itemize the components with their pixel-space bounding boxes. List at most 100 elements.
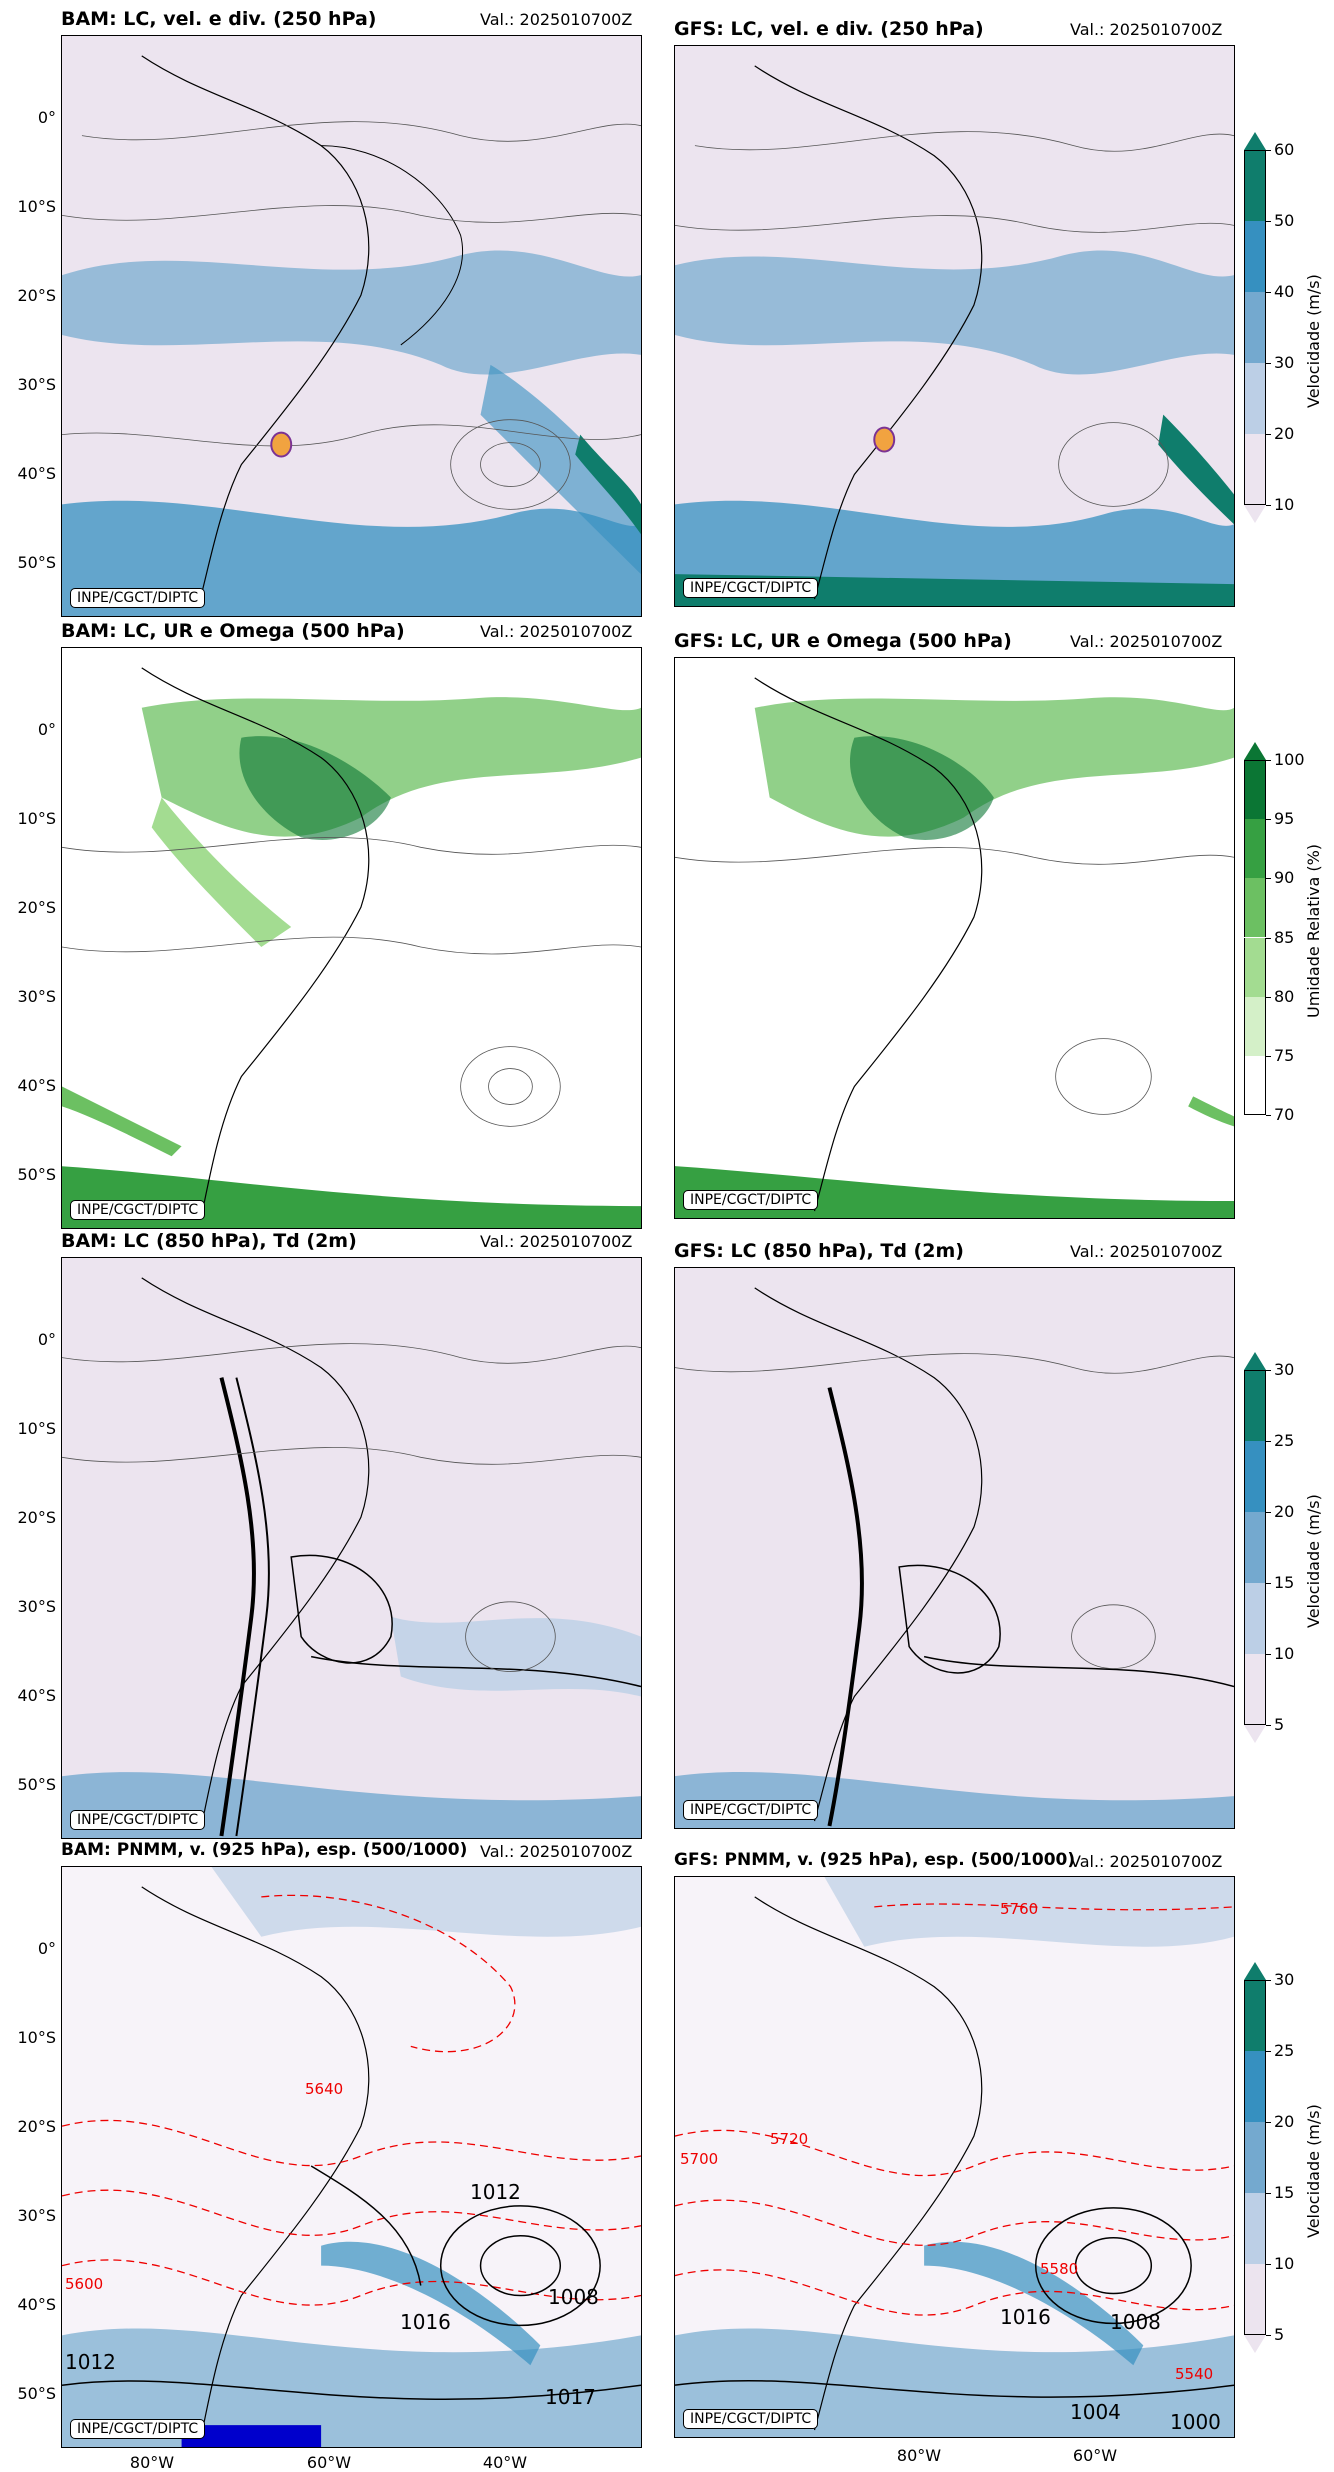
colorbar-tick-mark <box>1266 1725 1271 1726</box>
colorbar-tick-mark <box>1266 505 1271 506</box>
colorbar-segment <box>1244 1370 1266 1441</box>
thickness-label: 5720 <box>770 2130 809 2148</box>
colorbar-extend-max <box>1244 1962 1266 1980</box>
colorbar-tick-mark <box>1266 1370 1271 1371</box>
colorbar-tick-label: 70 <box>1274 1105 1295 1124</box>
colorbar-segment <box>1244 937 1266 997</box>
colorbar-tick-mark <box>1266 819 1271 821</box>
valid-time-gfs-850: Val.: 2025010700Z <box>1070 1242 1223 1261</box>
isobar-label: 1004 <box>1070 2400 1121 2424</box>
colorbar-tick-mark <box>1266 2193 1271 2194</box>
credit-label: INPE/CGCT/DIPTC <box>683 578 819 598</box>
map-bam-500hpa: INPE/CGCT/DIPTC <box>61 647 642 1229</box>
valid-time-bam-850: Val.: 2025010700Z <box>480 1232 633 1251</box>
colorbar-segment <box>1244 1583 1266 1654</box>
colorbar-segment <box>1244 760 1266 820</box>
colorbar-tick-mark <box>1266 937 1271 939</box>
colorbar-tick-label: 25 <box>1274 1431 1295 1450</box>
colorbar-500hpa: 70 75 80 85 90 95 100 Umidade Relativa (%) <box>1244 742 1323 1133</box>
lat-tick-label: 0° <box>37 1330 56 1349</box>
map-svg <box>675 658 1234 1218</box>
colorbar-tick-mark <box>1266 1583 1271 1584</box>
colorbar-extend-min <box>1244 505 1266 523</box>
colorbar-250hpa: 10 20 30 40 50 60 Velocidade (m/s) <box>1244 132 1323 523</box>
colorbar-label: Velocidade (m/s) <box>1304 273 1323 408</box>
colorbar-extend-max <box>1244 132 1266 150</box>
map-gfs-850hpa: INPE/CGCT/DIPTC <box>674 1267 1235 1829</box>
colorbar-tick-mark <box>1266 2122 1271 2123</box>
isobar-label: 1012 <box>65 2350 116 2374</box>
colorbar-tick-mark <box>1266 363 1271 364</box>
colorbar-tick-label: 30 <box>1274 353 1295 372</box>
colorbar-segment <box>1244 1654 1266 1725</box>
colorbar-tick-mark <box>1266 996 1271 998</box>
colorbar-segment <box>1244 2264 1266 2335</box>
colorbar-tick-mark <box>1266 221 1271 222</box>
panel-title-bam-250: BAM: LC, vel. e div. (250 hPa) <box>61 8 377 30</box>
valid-time-bam-925: Val.: 2025010700Z <box>480 1842 633 1861</box>
lat-tick-label: 40°S <box>17 1686 56 1705</box>
colorbar-tick-label: 95 <box>1274 809 1295 829</box>
credit-label: INPE/CGCT/DIPTC <box>70 1810 206 1830</box>
map-bam-925hpa: INPE/CGCT/DIPTC <box>61 1866 642 2448</box>
panel-title-gfs-250: GFS: LC, vel. e div. (250 hPa) <box>674 18 984 40</box>
thickness-label: 5540 <box>1175 2365 1214 2383</box>
colorbar-segment <box>1244 1512 1266 1583</box>
isobar-label: 1000 <box>1170 2410 1221 2434</box>
lon-tick-label: 60°W <box>306 2453 352 2472</box>
colorbar-tick-mark <box>1266 1980 1271 1981</box>
colorbar-segment <box>1244 1055 1266 1115</box>
colorbar-segment <box>1244 434 1266 505</box>
valid-time-gfs-250: Val.: 2025010700Z <box>1070 20 1223 39</box>
colorbar-tick-label: 40 <box>1274 282 1295 301</box>
lat-tick-label: 50°S <box>17 2384 56 2403</box>
panel-title-gfs-850: GFS: LC (850 hPa), Td (2m) <box>674 1240 964 1262</box>
lat-tick-label: 20°S <box>17 898 56 917</box>
map-svg <box>62 1867 641 2447</box>
colorbar-tick-label: 80 <box>1274 986 1295 1006</box>
lat-tick-label: 40°S <box>17 1076 56 1095</box>
lat-tick-label: 50°S <box>17 553 56 572</box>
colorbar-segment <box>1244 1441 1266 1512</box>
lat-tick-label: 20°S <box>17 1508 56 1527</box>
colorbar-tick-label: 15 <box>1274 1573 1295 1592</box>
map-bam-850hpa: INPE/CGCT/DIPTC <box>61 1257 642 1839</box>
colorbar-tick-label: 20 <box>1274 2112 1295 2131</box>
colorbar-extend-min <box>1244 1725 1266 1743</box>
map-svg <box>675 1268 1234 1828</box>
valid-time-bam-250: Val.: 2025010700Z <box>480 10 633 29</box>
lon-tick-label: 40°W <box>482 2453 528 2472</box>
credit-label: INPE/CGCT/DIPTC <box>683 1190 819 1210</box>
isobar-label: 1008 <box>548 2285 599 2309</box>
lat-tick-label: 30°S <box>17 2206 56 2225</box>
colorbar-tick-mark <box>1266 292 1271 293</box>
lat-tick-label: 10°S <box>17 2028 56 2047</box>
colorbar-tick-label: 10 <box>1274 495 1295 514</box>
colorbar-tick-mark <box>1266 1512 1271 1513</box>
colorbar-tick-label: 10 <box>1274 1644 1295 1663</box>
lat-tick-label: 0° <box>37 720 56 739</box>
credit-label: INPE/CGCT/DIPTC <box>683 1800 819 1820</box>
colorbar-925hpa: 5 10 15 20 25 30 Velocidade (m/s) <box>1244 1962 1323 2353</box>
colorbar-segment <box>1244 292 1266 363</box>
map-svg <box>675 46 1234 606</box>
colorbar-label: Velocidade (m/s) <box>1304 1493 1323 1628</box>
colorbar-extend-min <box>1244 1115 1266 1133</box>
colorbar-segment <box>1244 996 1266 1056</box>
colorbar-tick-mark <box>1266 2264 1271 2265</box>
lon-tick-label: 80°W <box>896 2446 942 2465</box>
isobar-label: 1016 <box>400 2310 451 2334</box>
map-gfs-500hpa: INPE/CGCT/DIPTC <box>674 657 1235 1219</box>
colorbar-tick-label: 25 <box>1274 2041 1295 2060</box>
colorbar-extend-max <box>1244 742 1266 760</box>
panel-title-gfs-925: GFS: PNMM, v. (925 hPa), esp. (500/1000) <box>674 1850 1076 1870</box>
lat-tick-label: 40°S <box>17 464 56 483</box>
map-bam-250hpa: INPE/CGCT/DIPTC <box>61 35 642 617</box>
colorbar-segment <box>1244 2122 1266 2193</box>
lat-tick-label: 20°S <box>17 286 56 305</box>
lon-tick-label: 80°W <box>129 2453 175 2472</box>
colorbar-tick-label: 20 <box>1274 424 1295 443</box>
colorbar-tick-label: 90 <box>1274 868 1295 888</box>
colorbar-segment <box>1244 819 1266 879</box>
colorbar-segment <box>1244 2193 1266 2264</box>
